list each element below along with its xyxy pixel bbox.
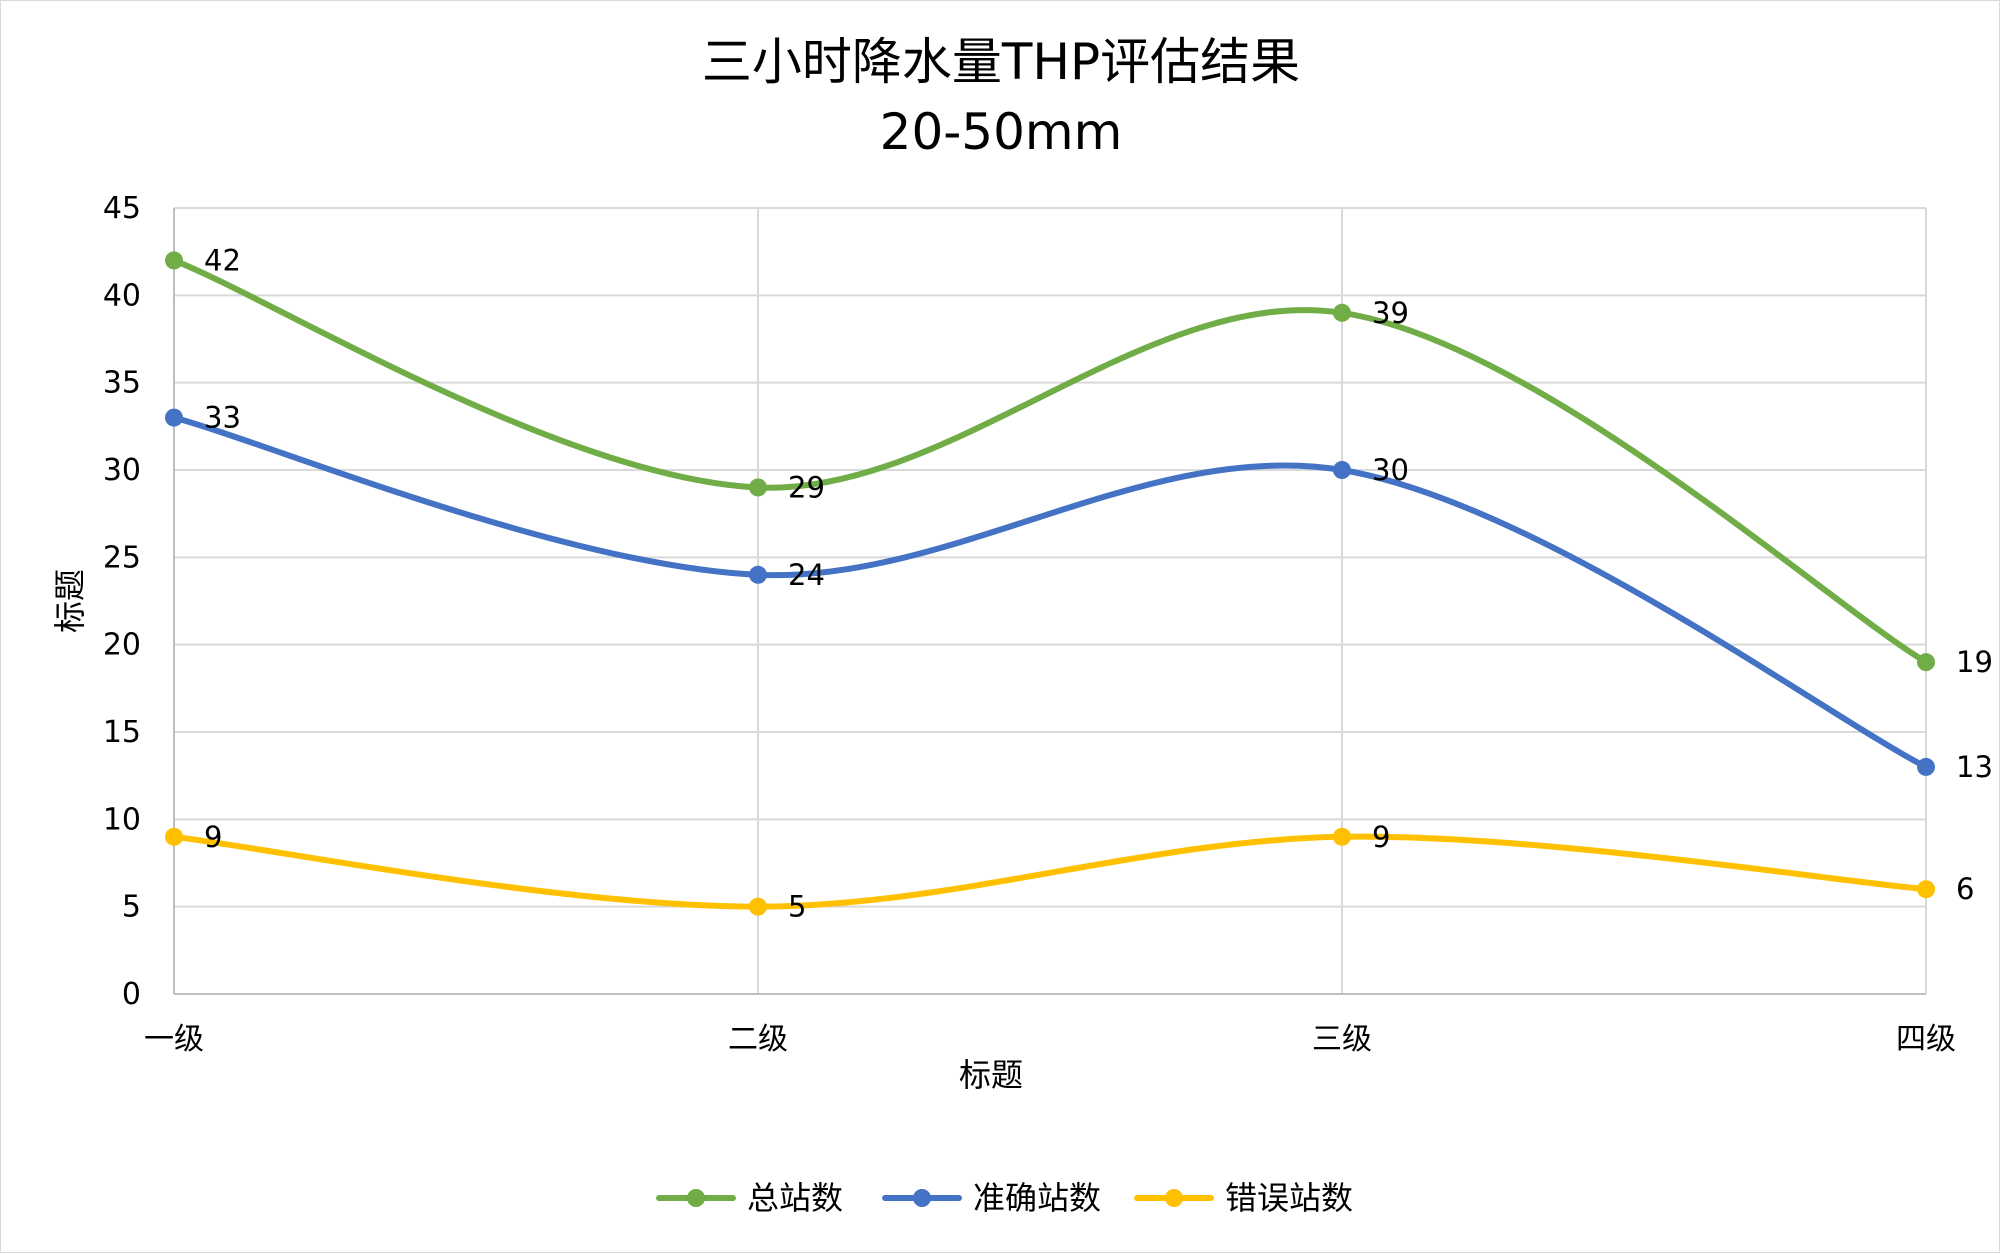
data-label: 9	[1372, 820, 1390, 854]
series-0-point	[165, 251, 183, 270]
data-label: 6	[1956, 872, 1974, 906]
x-tick-label: 三级	[1312, 1022, 1372, 1057]
series-markers	[165, 251, 1935, 916]
data-label: 9	[204, 820, 222, 854]
y-tick-label: 25	[103, 540, 141, 575]
series-0-point	[1917, 653, 1935, 672]
data-label: 39	[1372, 296, 1409, 330]
data-label: 33	[204, 401, 241, 435]
series-2-point	[1333, 827, 1351, 846]
axes	[173, 208, 1926, 995]
y-tick-label: 5	[122, 890, 141, 925]
data-label: 5	[788, 890, 806, 924]
legend: 总站数 准确站数 错误站数	[656, 1179, 1353, 1217]
series-line-0	[171, 257, 1929, 666]
y-tick-label: 45	[103, 191, 141, 226]
y-tick-labels: 0 5 10 15 20 25 30 35 40 45	[103, 191, 141, 1012]
legend-swatch-marker	[687, 1189, 705, 1207]
x-tick-label: 四级	[1896, 1022, 1956, 1057]
y-tick-label: 15	[103, 715, 141, 750]
gridlines	[174, 207, 1927, 995]
legend-entry: 准确站数	[973, 1179, 1101, 1217]
x-tick-label: 二级	[728, 1022, 788, 1057]
legend-swatch-marker	[1165, 1189, 1183, 1207]
data-label: 30	[1372, 453, 1409, 487]
y-tick-label: 20	[103, 628, 141, 663]
x-tick-labels: 一级 二级 三级 四级	[144, 1022, 1956, 1057]
legend-swatch-marker	[913, 1189, 931, 1207]
x-axis-label: 标题	[959, 1056, 1023, 1094]
data-label: 42	[204, 243, 241, 277]
y-tick-label: 0	[122, 977, 141, 1012]
series-2-point	[165, 827, 183, 846]
legend-entry: 错误站数	[1225, 1179, 1353, 1217]
series-0-point	[1333, 303, 1351, 322]
data-label: 19	[1956, 645, 1993, 679]
data-label: 13	[1956, 750, 1993, 784]
y-tick-label: 35	[103, 366, 141, 401]
chart-subtitle: 20-50mm	[880, 103, 1123, 161]
series-line-2	[171, 833, 1929, 910]
series-1-point	[749, 565, 767, 584]
y-tick-label: 30	[103, 453, 141, 488]
data-labels: 42 29 39 19 33 24 30 13 9 5 9 6	[204, 243, 1993, 923]
series-1-point	[1333, 461, 1351, 479]
chart-title: 三小时降水量THP评估结果	[702, 33, 1300, 91]
series-1-point	[1917, 757, 1935, 776]
data-label: 29	[788, 470, 825, 504]
y-tick-label: 10	[103, 802, 141, 837]
data-label: 24	[788, 558, 825, 592]
x-tick-label: 一级	[144, 1022, 204, 1057]
series-0-point	[749, 478, 767, 497]
legend-entry: 总站数	[747, 1179, 843, 1217]
series-2-point	[749, 897, 767, 916]
y-tick-label: 40	[103, 278, 141, 313]
series-1-point	[165, 408, 183, 427]
series-line-1	[171, 414, 1929, 770]
series-lines	[171, 257, 1929, 910]
series-2-point	[1917, 880, 1935, 899]
y-axis-label: 标题	[51, 569, 89, 633]
